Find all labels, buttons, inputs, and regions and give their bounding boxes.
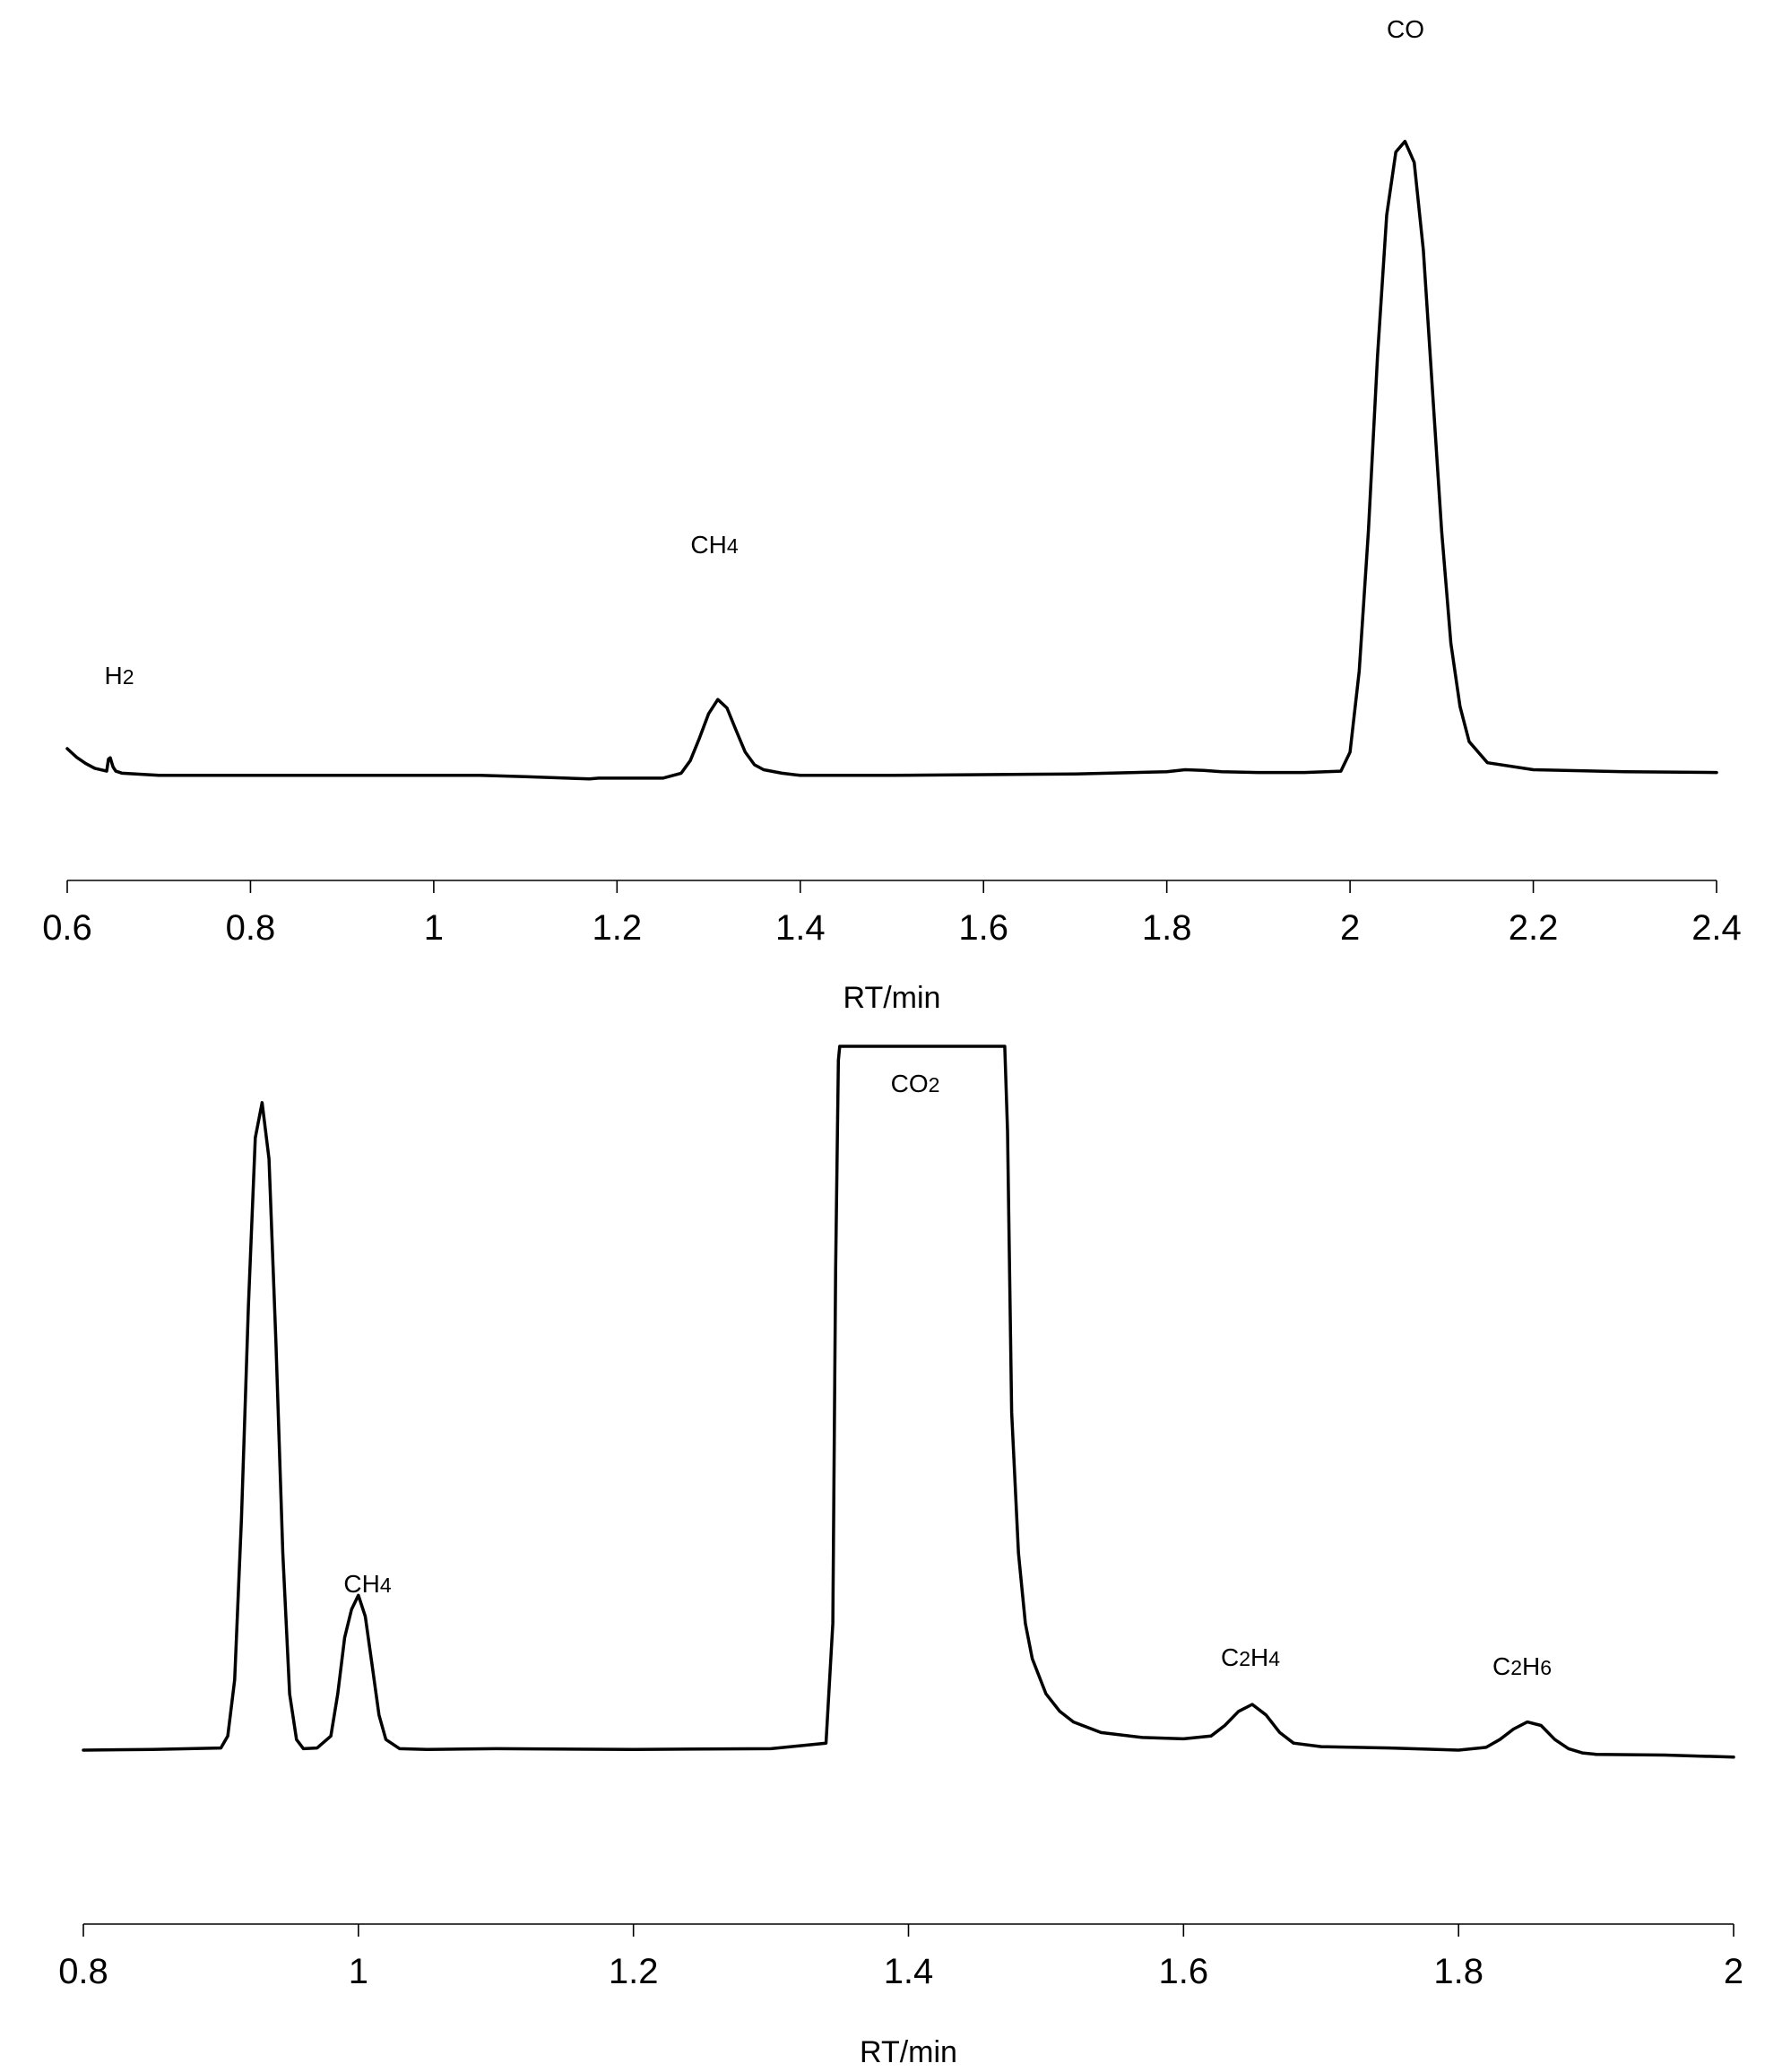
peak-label: CO [1387, 15, 1424, 43]
x-tick-label: 1.8 [1142, 908, 1192, 948]
peak-labels: H2 CH4 CO [104, 15, 1424, 689]
x-tick-label: 1.4 [775, 908, 826, 948]
x-axis-title: RT/min [843, 981, 941, 1015]
x-tick-label: 1.2 [593, 908, 643, 948]
peak-labels: CH4 CO2 C2H4 C2H6 [343, 1070, 1552, 1680]
x-tick-label: 0.6 [42, 908, 92, 948]
peak-label: CO2 [891, 1070, 940, 1097]
peak-label: CH4 [343, 1570, 391, 1598]
peak-label: C2H6 [1492, 1652, 1552, 1680]
x-tick-label: 1.4 [884, 1952, 934, 1991]
peak-label: CH4 [690, 531, 738, 559]
x-tick-label: 1.6 [1159, 1952, 1209, 1991]
x-tick-label: 1 [349, 1952, 368, 1991]
x-axis-title: RT/min [860, 2035, 957, 2069]
x-tick-label: 1.8 [1433, 1952, 1484, 1991]
x-tick-label: 2 [1340, 908, 1360, 948]
x-tick-label: 2.4 [1691, 908, 1742, 948]
bottom-chromatogram-panel: 0.8 1 1.2 1.4 1.6 1.8 2 CH4 CO2 C2H4 C2H6 RT/min [58, 1045, 1743, 2069]
x-tick-label: 2.2 [1509, 908, 1559, 948]
peak-label: H2 [104, 662, 134, 689]
x-tick-label: 2 [1724, 1952, 1743, 1991]
x-tick-label: 1.2 [609, 1952, 659, 1991]
x-axis-ticks: 0.8 1 1.2 1.4 1.6 1.8 2 [58, 1924, 1743, 1991]
top-chromatogram-panel: 0.6 0.8 1 1.2 1.4 1.6 1.8 2 2.2 2.4 H2 CH4 CO RT/mi… [42, 15, 1742, 1015]
chromatogram-trace [65, 139, 1718, 781]
chromatogram-trace [82, 1045, 1735, 1759]
peak-label: C2H4 [1221, 1643, 1280, 1671]
x-tick-label: 0.8 [226, 908, 276, 948]
x-axis-ticks: 0.6 0.8 1 1.2 1.4 1.6 1.8 2 2.2 2.4 [42, 880, 1742, 948]
x-tick-label: 1.6 [958, 908, 1008, 948]
x-tick-label: 1 [424, 908, 444, 948]
x-tick-label: 0.8 [58, 1952, 108, 1991]
